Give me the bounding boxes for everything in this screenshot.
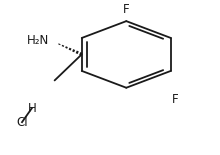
Text: H₂N: H₂N xyxy=(27,34,49,47)
Text: F: F xyxy=(123,3,130,16)
Text: F: F xyxy=(172,93,179,106)
Text: Cl: Cl xyxy=(16,116,28,129)
Text: H: H xyxy=(28,102,36,115)
